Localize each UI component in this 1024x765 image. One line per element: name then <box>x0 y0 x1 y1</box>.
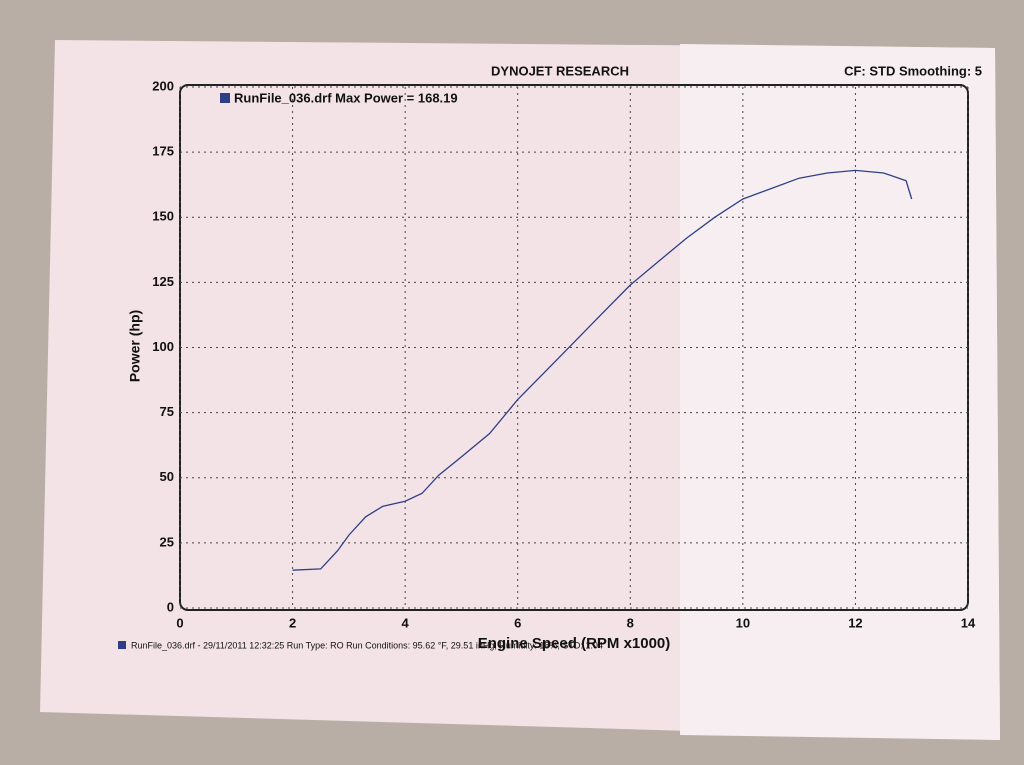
y-tick-label: 0 <box>167 599 174 614</box>
y-tick-label: 200 <box>152 78 174 93</box>
legend-marker <box>220 93 230 103</box>
y-tick-label: 125 <box>152 274 174 289</box>
x-tick-label: 6 <box>514 615 521 630</box>
y-tick-label: 75 <box>160 404 174 419</box>
x-tick-label: 12 <box>848 615 862 630</box>
y-tick-label: 100 <box>152 339 174 354</box>
x-tick-label: 8 <box>627 615 634 630</box>
x-axis-label: Engine Speed (RPM x1000) <box>478 635 671 652</box>
y-tick-label: 150 <box>152 209 174 224</box>
chart-title: DYNOJET RESEARCH <box>491 63 629 78</box>
footer-marker <box>118 641 126 649</box>
x-tick-label: 14 <box>961 615 976 630</box>
y-tick-label: 175 <box>152 144 174 159</box>
legend-entry: RunFile_036.drf Max Power = 168.19 <box>234 90 458 105</box>
y-axis-label: Power (hp) <box>127 310 143 382</box>
x-tick-label: 4 <box>402 615 410 630</box>
x-tick-label: 10 <box>736 615 750 630</box>
paper-fold <box>680 44 1000 740</box>
x-tick-label: 2 <box>289 615 296 630</box>
line <box>292 169 913 571</box>
y-tick-label: 25 <box>160 534 174 549</box>
y-tick-label: 50 <box>160 469 174 484</box>
chart-subtitle: CF: STD Smoothing: 5 <box>844 63 982 78</box>
x-tick-label: 0 <box>176 615 183 630</box>
footer: RunFile_036.drf - 29/11/2011 12:32:25 Ru… <box>131 640 603 650</box>
